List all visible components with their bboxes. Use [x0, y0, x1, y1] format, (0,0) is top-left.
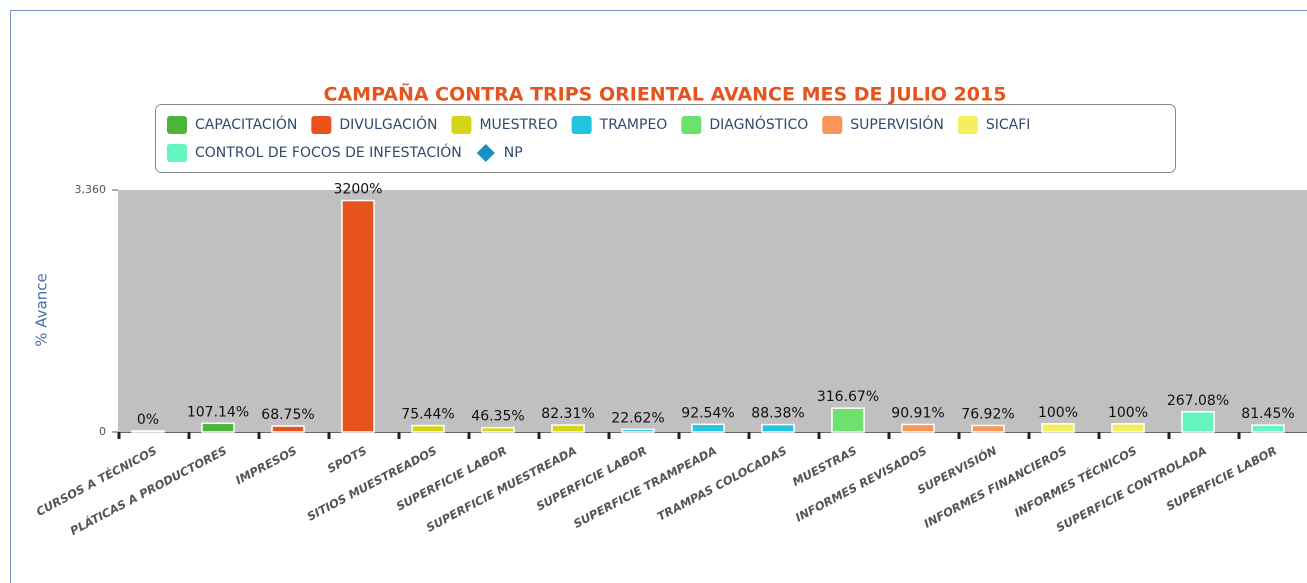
y-tick-label: 0	[99, 425, 106, 438]
bar	[971, 424, 1005, 433]
bar	[1251, 424, 1285, 433]
bar	[761, 423, 795, 433]
chart-title: CAMPAÑA CONTRA TRIPS ORIENTAL AVANCE MES…	[324, 82, 1007, 106]
data-label: 0%	[137, 412, 159, 428]
data-label: 316.67%	[817, 389, 879, 405]
legend-symbol	[822, 116, 843, 134]
legend-symbol	[681, 116, 702, 134]
data-label: 81.45%	[1241, 406, 1294, 422]
data-label: 92.54%	[681, 405, 734, 421]
data-label: 88.38%	[751, 406, 804, 422]
legend-label: TRAMPEO	[599, 117, 668, 133]
frame	[10, 10, 1307, 583]
plot-area	[118, 190, 1307, 432]
data-label: 267.08%	[1167, 393, 1229, 409]
data-label: 75.44%	[401, 407, 454, 423]
bar	[551, 424, 585, 433]
legend-label: CAPACITACIÓN	[195, 115, 297, 133]
data-label: 82.31%	[541, 406, 594, 422]
x-tick-label: INFORMES REVISADOS	[793, 443, 929, 524]
legend-symbol	[957, 116, 978, 134]
legend-symbol	[571, 116, 592, 134]
x-tick-label: SITIOS MUESTREADOS	[305, 443, 439, 523]
bar	[831, 407, 865, 433]
legend-symbol	[167, 116, 187, 134]
data-label: 100%	[1038, 405, 1078, 421]
data-label: 22.62%	[611, 410, 664, 426]
x-tick-label: TRAMPAS COLOCADAS	[655, 443, 789, 523]
legend-box	[155, 104, 1176, 173]
bar	[271, 425, 305, 433]
bar	[901, 423, 935, 433]
legend-symbol	[451, 116, 472, 134]
x-tick-label: CURSOS A TÉCNICOS	[33, 442, 159, 518]
x-tick-label: IMPRESOS	[233, 443, 299, 487]
legend-label: NP	[504, 145, 523, 161]
bar	[481, 426, 515, 433]
bar	[1111, 423, 1145, 433]
legend-symbol	[311, 116, 332, 134]
bar	[341, 199, 375, 433]
bar	[1041, 423, 1075, 433]
legend-label: SICAFI	[986, 117, 1031, 133]
legend-label: DIVULGACIÓN	[339, 115, 437, 133]
bar	[691, 423, 725, 433]
bar	[201, 422, 235, 433]
x-tick-label: SPOTS	[325, 443, 369, 475]
bar	[131, 430, 165, 433]
legend-label: MUESTREO	[479, 117, 557, 133]
data-label: 107.14%	[187, 404, 249, 420]
data-label: 46.35%	[471, 409, 524, 425]
legend-label: DIAGNÓSTICO	[709, 115, 808, 133]
legend-label: SUPERVISIÓN	[850, 115, 944, 133]
y-axis-title: % Avance	[33, 273, 51, 346]
bar	[1181, 411, 1215, 433]
data-label: 76.92%	[961, 406, 1014, 422]
bar	[621, 428, 655, 433]
y-tick-label: 3,360	[75, 183, 107, 196]
legend-symbol	[476, 144, 495, 162]
legend-symbol	[167, 144, 187, 162]
data-label: 100%	[1108, 405, 1148, 421]
bar	[411, 424, 445, 433]
x-tick-label: INFORMES TÉCNICOS	[1011, 442, 1139, 519]
data-label: 90.91%	[891, 405, 944, 421]
legend-label: CONTROL DE FOCOS DE INFESTACIÓN	[195, 143, 462, 161]
data-label: 68.75%	[261, 407, 314, 423]
data-label: 3200%	[334, 182, 383, 198]
